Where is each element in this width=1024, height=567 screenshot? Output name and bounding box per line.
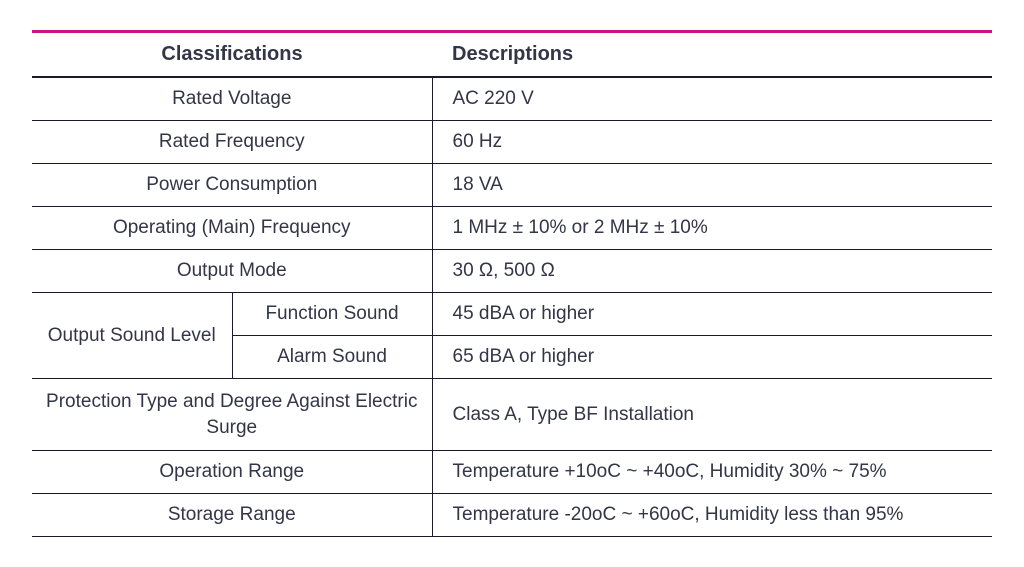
table-row: Protection Type and Degree Against Elect… — [32, 379, 992, 451]
classification-rated-voltage: Rated Voltage — [32, 77, 432, 121]
header-classifications: Classifications — [32, 32, 432, 78]
table-row: Rated Voltage AC 220 V — [32, 77, 992, 121]
table-row: Power Consumption 18 VA — [32, 164, 992, 207]
table-row: Output Mode 30 Ω, 500 Ω — [32, 250, 992, 293]
classification-operating-frequency: Operating (Main) Frequency — [32, 207, 432, 250]
sub-classification-function-sound: Function Sound — [232, 293, 432, 336]
table-row: Rated Frequency 60 Hz — [32, 121, 992, 164]
classification-protection-type: Protection Type and Degree Against Elect… — [32, 379, 432, 451]
description-operating-frequency: 1 MHz ± 10% or 2 MHz ± 10% — [432, 207, 992, 250]
description-alarm-sound: 65 dBA or higher — [432, 336, 992, 379]
table-header-row: Classifications Descriptions — [32, 32, 992, 78]
description-function-sound: 45 dBA or higher — [432, 293, 992, 336]
table-row: Storage Range Temperature -20oC ~ +60oC,… — [32, 494, 992, 537]
description-storage-range: Temperature -20oC ~ +60oC, Humidity less… — [432, 494, 992, 537]
description-power-consumption: 18 VA — [432, 164, 992, 207]
classification-rated-frequency: Rated Frequency — [32, 121, 432, 164]
classification-operation-range: Operation Range — [32, 451, 432, 494]
classification-output-mode: Output Mode — [32, 250, 432, 293]
table-row: Output Sound Level Function Sound 45 dBA… — [32, 293, 992, 336]
description-rated-frequency: 60 Hz — [432, 121, 992, 164]
description-operation-range: Temperature +10oC ~ +40oC, Humidity 30% … — [432, 451, 992, 494]
description-rated-voltage: AC 220 V — [432, 77, 992, 121]
classification-output-sound-level: Output Sound Level — [32, 293, 232, 379]
sub-classification-alarm-sound: Alarm Sound — [232, 336, 432, 379]
specifications-table: Classifications Descriptions Rated Volta… — [32, 30, 992, 537]
description-output-mode: 30 Ω, 500 Ω — [432, 250, 992, 293]
header-descriptions: Descriptions — [432, 32, 992, 78]
table-row: Operation Range Temperature +10oC ~ +40o… — [32, 451, 992, 494]
table-row: Operating (Main) Frequency 1 MHz ± 10% o… — [32, 207, 992, 250]
classification-power-consumption: Power Consumption — [32, 164, 432, 207]
classification-storage-range: Storage Range — [32, 494, 432, 537]
description-protection-type: Class A, Type BF Installation — [432, 379, 992, 451]
